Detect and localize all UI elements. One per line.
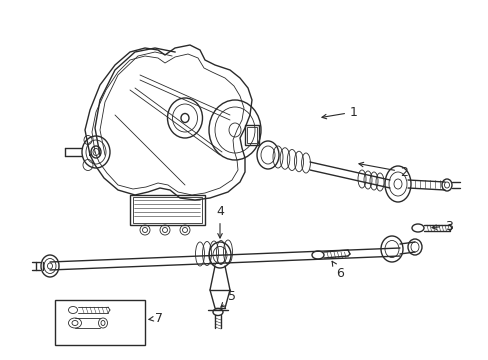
Bar bbox=[130, 195, 204, 225]
Text: 3: 3 bbox=[431, 220, 452, 233]
Text: 7: 7 bbox=[148, 311, 163, 324]
Text: 5: 5 bbox=[221, 290, 236, 307]
Bar bbox=[244, 125, 259, 145]
Text: 4: 4 bbox=[216, 205, 224, 238]
Bar bbox=[246, 127, 257, 143]
Text: 6: 6 bbox=[331, 261, 343, 280]
Bar bbox=[55, 300, 145, 345]
Text: 2: 2 bbox=[358, 162, 407, 179]
Text: 1: 1 bbox=[321, 105, 357, 119]
Bar bbox=[133, 197, 202, 223]
